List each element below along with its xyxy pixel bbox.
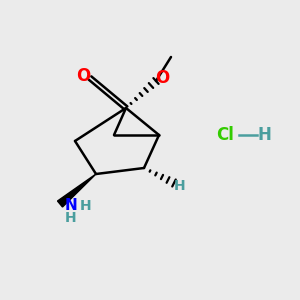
Text: H: H xyxy=(174,179,186,193)
Polygon shape xyxy=(58,174,96,207)
Text: H: H xyxy=(80,199,91,212)
Text: H: H xyxy=(65,211,76,224)
Text: O: O xyxy=(155,69,169,87)
Text: N: N xyxy=(64,198,77,213)
Text: H: H xyxy=(257,126,271,144)
Text: Cl: Cl xyxy=(216,126,234,144)
Text: O: O xyxy=(76,67,91,85)
